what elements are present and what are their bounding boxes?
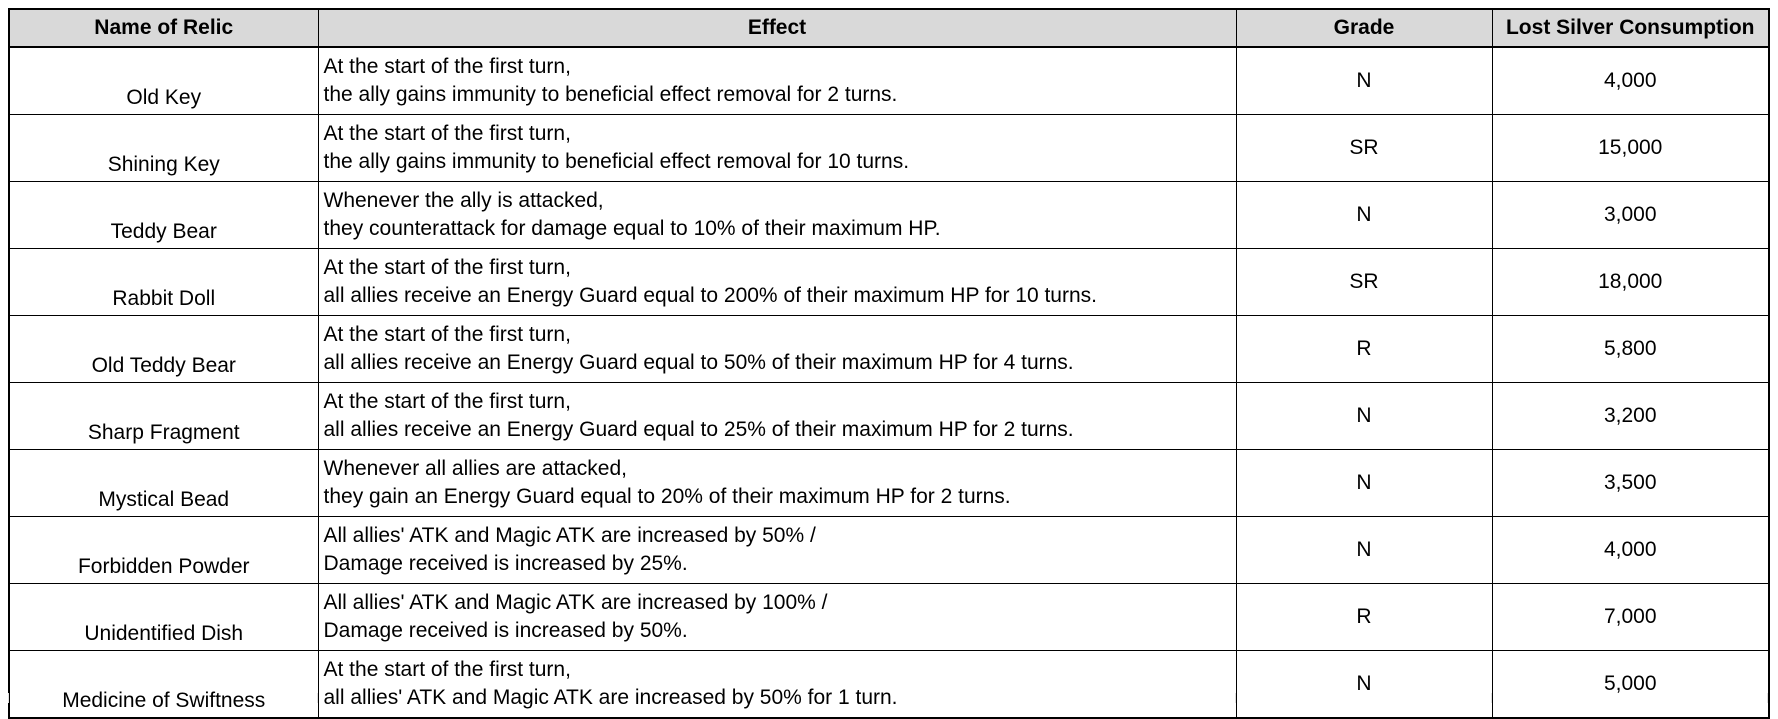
relic-name-cell[interactable]: Shining Key <box>8 114 319 182</box>
effect-line: All allies' ATK and Magic ATK are increa… <box>323 591 828 614</box>
effect-line: At the start of the first turn, <box>323 256 571 279</box>
effect-line: All allies' ATK and Magic ATK are increa… <box>323 524 816 547</box>
effect-line: At the start of the first turn, <box>323 55 571 78</box>
header-lost-silver-consumption[interactable]: Lost Silver Consumption <box>1491 8 1770 48</box>
relic-cost-cell[interactable]: 15,000 <box>1491 114 1770 182</box>
relic-cost-cell[interactable]: 5,800 <box>1491 315 1770 383</box>
header-name-of-relic[interactable]: Name of Relic <box>8 8 319 48</box>
table-row: Old Teddy Bear At the start of the first … <box>8 315 1770 383</box>
table-row: Teddy Bear Whenever the ally is attacked,… <box>8 181 1770 249</box>
relic-grade-cell[interactable]: N <box>1235 181 1493 249</box>
effect-line: Damage received is increased by 25%. <box>323 552 688 575</box>
relic-name-cell[interactable]: Old Key <box>8 46 319 115</box>
header-grade[interactable]: Grade <box>1235 8 1493 48</box>
relic-grade-cell[interactable]: N <box>1235 516 1493 584</box>
effect-line: At the start of the first turn, <box>323 390 571 413</box>
relic-cost-cell[interactable]: 4,000 <box>1491 46 1770 115</box>
relic-effect-cell[interactable]: At the start of the first turn, the ally … <box>317 46 1237 115</box>
relic-name-cell[interactable]: Sharp Fragment <box>8 382 319 450</box>
relic-table: Name of Relic Effect Grade Lost Silver C… <box>8 8 1770 719</box>
table-body: Old Key At the start of the first turn, th… <box>8 46 1770 719</box>
relic-effect-cell[interactable]: All allies' ATK and Magic ATK are increa… <box>317 583 1237 651</box>
relic-cost-cell[interactable]: 4,000 <box>1491 516 1770 584</box>
table-row: Forbidden Powder All allies' ATK and Magi… <box>8 516 1770 584</box>
relic-effect-cell[interactable]: Whenever all allies are attacked, they ga… <box>317 449 1237 517</box>
relic-grade-cell[interactable]: N <box>1235 449 1493 517</box>
table-row: Rabbit Doll At the start of the first tur… <box>8 248 1770 316</box>
relic-grade-cell[interactable]: N <box>1235 650 1493 719</box>
effect-line: At the start of the first turn, <box>323 323 571 346</box>
spreadsheet-gridlines <box>8 693 1768 703</box>
relic-cost-cell[interactable]: 3,200 <box>1491 382 1770 450</box>
relic-cost-cell[interactable]: 3,000 <box>1491 181 1770 249</box>
relic-name-cell[interactable]: Teddy Bear <box>8 181 319 249</box>
effect-line: they counterattack for damage equal to 1… <box>323 217 941 240</box>
relic-effect-cell[interactable]: At the start of the first turn, all allie… <box>317 248 1237 316</box>
relic-grade-cell[interactable]: R <box>1235 315 1493 383</box>
relic-grade-cell[interactable]: SR <box>1235 248 1493 316</box>
relic-cost-cell[interactable]: 5,000 <box>1491 650 1770 719</box>
relic-effect-cell[interactable]: Whenever the ally is attacked, they count… <box>317 181 1237 249</box>
relic-effect-cell[interactable]: At the start of the first turn, all allie… <box>317 315 1237 383</box>
relic-name-cell[interactable]: Medicine of Swiftness <box>8 650 319 719</box>
table-row: Sharp Fragment At the start of the first … <box>8 382 1770 450</box>
table-row: Old Key At the start of the first turn, th… <box>8 46 1770 115</box>
relic-effect-cell[interactable]: All allies' ATK and Magic ATK are increa… <box>317 516 1237 584</box>
effect-line: Damage received is increased by 50%. <box>323 619 688 642</box>
effect-line: all allies receive an Energy Guard equal… <box>323 284 1098 307</box>
relic-effect-cell[interactable]: At the start of the first turn, all allie… <box>317 650 1237 719</box>
effect-line: Whenever the ally is attacked, <box>323 189 604 212</box>
relic-name-cell[interactable]: Rabbit Doll <box>8 248 319 316</box>
relic-name-cell[interactable]: Mystical Bead <box>8 449 319 517</box>
relic-name-cell[interactable]: Forbidden Powder <box>8 516 319 584</box>
relic-cost-cell[interactable]: 7,000 <box>1491 583 1770 651</box>
effect-line: the ally gains immunity to beneficial ef… <box>323 150 910 173</box>
relic-grade-cell[interactable]: R <box>1235 583 1493 651</box>
relic-effect-cell[interactable]: At the start of the first turn, the ally … <box>317 114 1237 182</box>
relic-grade-cell[interactable]: N <box>1235 382 1493 450</box>
relic-cost-cell[interactable]: 3,500 <box>1491 449 1770 517</box>
relic-grade-cell[interactable]: SR <box>1235 114 1493 182</box>
effect-line: they gain an Energy Guard equal to 20% o… <box>323 485 1011 508</box>
table-row: Unidentified Dish All allies' ATK and Mag… <box>8 583 1770 651</box>
effect-line: At the start of the first turn, <box>323 658 571 681</box>
effect-line: all allies receive an Energy Guard equal… <box>323 351 1074 374</box>
effect-line: At the start of the first turn, <box>323 122 571 145</box>
relic-name-cell[interactable]: Unidentified Dish <box>8 583 319 651</box>
relic-table-sheet: Name of Relic Effect Grade Lost Silver C… <box>8 8 1770 719</box>
relic-grade-cell[interactable]: N <box>1235 46 1493 115</box>
relic-name-cell[interactable]: Old Teddy Bear <box>8 315 319 383</box>
header-effect[interactable]: Effect <box>317 8 1237 48</box>
effect-line: the ally gains immunity to beneficial ef… <box>323 83 898 106</box>
relic-cost-cell[interactable]: 18,000 <box>1491 248 1770 316</box>
table-row: Medicine of Swiftness At the start of the… <box>8 650 1770 719</box>
table-header-row: Name of Relic Effect Grade Lost Silver C… <box>8 8 1770 48</box>
effect-line: all allies receive an Energy Guard equal… <box>323 418 1074 441</box>
table-row: Shining Key At the start of the first tur… <box>8 114 1770 182</box>
relic-effect-cell[interactable]: At the start of the first turn, all allie… <box>317 382 1237 450</box>
table-row: Mystical Bead Whenever all allies are att… <box>8 449 1770 517</box>
effect-line: Whenever all allies are attacked, <box>323 457 628 480</box>
